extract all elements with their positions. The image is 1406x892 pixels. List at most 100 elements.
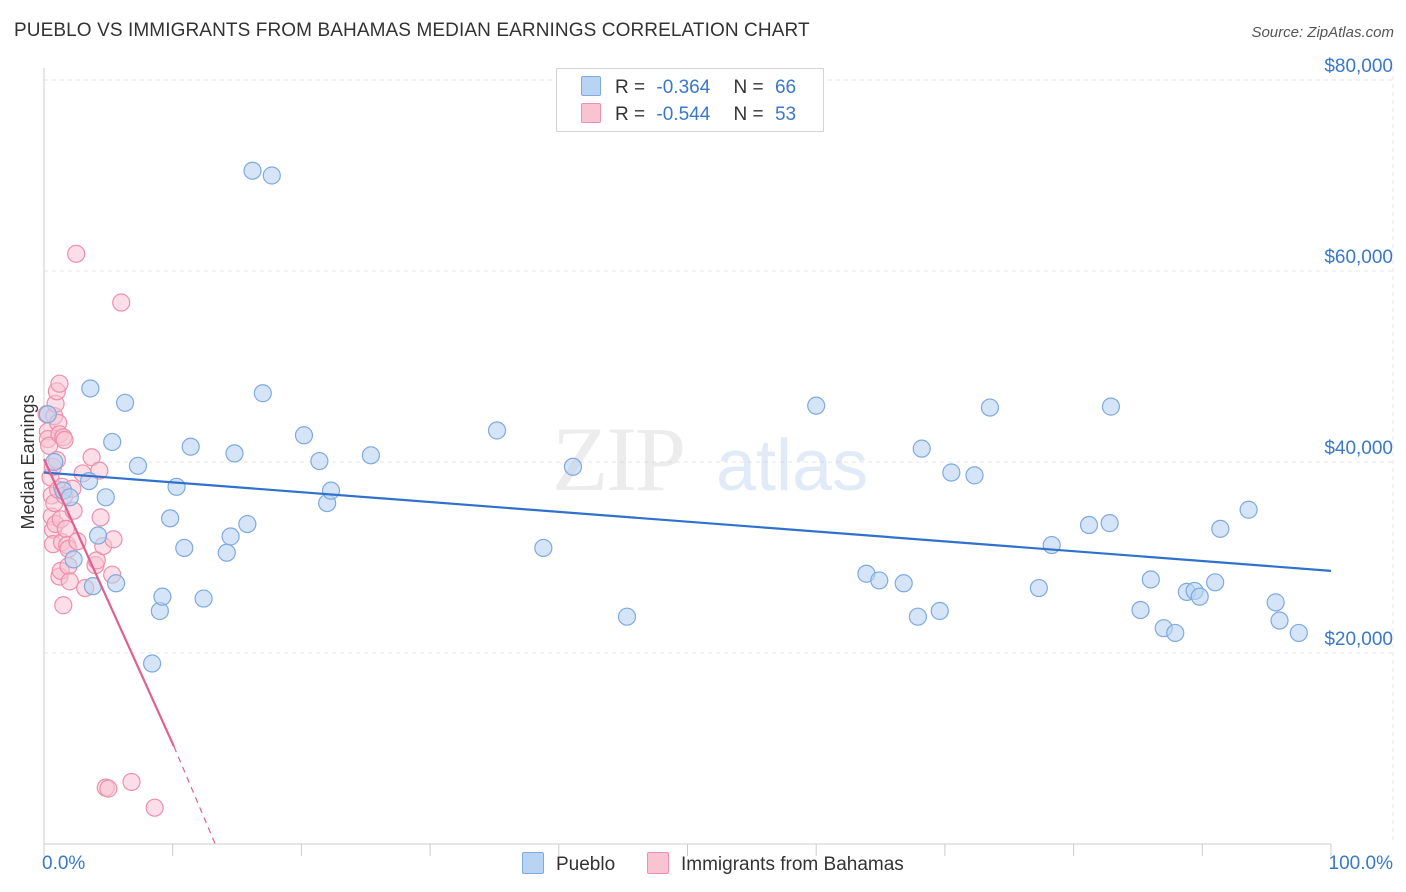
bahamas-point xyxy=(145,798,164,817)
pueblo-point xyxy=(965,466,984,485)
pueblo-points xyxy=(38,161,1308,673)
bahamas-point xyxy=(112,293,131,312)
pueblo-point xyxy=(175,538,194,558)
bahamas-r-value: -0.544 xyxy=(656,104,711,125)
pueblo-point xyxy=(1101,397,1121,416)
pueblo-point xyxy=(81,379,100,398)
pueblo-point xyxy=(238,514,257,534)
pueblo-point xyxy=(894,574,913,593)
pueblo-point xyxy=(181,437,200,456)
pueblo-point xyxy=(167,477,186,496)
bahamas-r-label: R = xyxy=(615,104,646,125)
pueblo-point xyxy=(1270,611,1289,630)
pueblo-point xyxy=(1211,519,1230,538)
pueblo-point xyxy=(1079,515,1099,535)
pueblo-point xyxy=(617,607,637,626)
pueblo-point xyxy=(310,451,329,471)
pueblo-point xyxy=(912,439,931,458)
bahamas-trend-line xyxy=(42,458,175,748)
bahamas-point xyxy=(104,530,123,549)
bottom-pueblo-swatch xyxy=(522,852,544,874)
pueblo-point xyxy=(487,421,507,440)
pueblo-r-label: R = xyxy=(615,77,646,98)
bottom-bahamas-label: Immigrants from Bahamas xyxy=(681,854,904,875)
pueblo-point xyxy=(942,463,961,482)
pueblo-point xyxy=(262,166,281,185)
pueblo-point xyxy=(361,446,380,465)
bottom-pueblo-label: Pueblo xyxy=(556,854,616,875)
pueblo-point xyxy=(96,488,115,507)
bahamas-point xyxy=(91,508,110,527)
pueblo-point xyxy=(243,161,262,180)
pueblo-point xyxy=(1100,514,1119,533)
pueblo-point xyxy=(1131,600,1150,620)
watermark: ZIP atlas xyxy=(552,408,868,510)
pueblo-trend-line xyxy=(43,471,1332,572)
pueblo-point xyxy=(980,398,1000,417)
pueblo-point xyxy=(534,538,553,558)
bahamas-point xyxy=(122,772,141,792)
pueblo-point xyxy=(88,526,108,545)
bahamas-point xyxy=(55,430,74,450)
pueblo-point xyxy=(38,405,57,424)
pueblo-point xyxy=(221,527,240,546)
pueblo-point xyxy=(106,574,126,593)
y-tick-label: $20,000 xyxy=(1324,629,1393,650)
pueblo-r-value: -0.364 xyxy=(656,77,711,98)
bahamas-point xyxy=(67,244,86,263)
pueblo-point xyxy=(908,607,927,626)
legend-row-pueblo: R = -0.364 N = 66 xyxy=(581,76,796,100)
bottom-legend-pueblo: Pueblo xyxy=(522,852,615,876)
pueblo-point xyxy=(870,571,889,590)
bahamas-point xyxy=(54,596,73,615)
pueblo-point xyxy=(217,543,236,562)
pueblo-point xyxy=(1206,573,1225,592)
pueblo-point xyxy=(1166,623,1185,643)
source-attribution: Source: ZipAtlas.com xyxy=(1251,24,1394,41)
pueblo-point xyxy=(1029,578,1048,598)
pueblo-point xyxy=(1141,570,1160,589)
pueblo-n-label: N = xyxy=(733,77,764,98)
pueblo-point xyxy=(115,393,135,412)
bahamas-point xyxy=(82,448,101,467)
pueblo-point xyxy=(161,509,180,528)
pueblo-point xyxy=(807,396,826,415)
correlation-legend: R = -0.364 N = 66 R = -0.544 N = 53 xyxy=(556,68,824,132)
bahamas-swatch xyxy=(581,103,601,123)
pueblo-point xyxy=(153,587,172,606)
bahamas-point xyxy=(60,572,79,591)
bottom-bahamas-swatch xyxy=(647,852,669,874)
pueblo-point xyxy=(253,384,272,403)
pueblo-point xyxy=(1266,593,1285,612)
pueblo-point xyxy=(194,589,213,608)
watermark-atlas: atlas xyxy=(716,426,868,506)
bahamas-point xyxy=(50,374,69,393)
bahamas-n-label: N = xyxy=(733,104,764,125)
bahamas-n-value: 53 xyxy=(774,104,797,125)
y-tick-label: $60,000 xyxy=(1324,247,1393,268)
pueblo-point xyxy=(1239,500,1258,519)
pueblo-point xyxy=(1289,623,1308,643)
bahamas-point xyxy=(99,779,118,798)
y-axis-title: Median Earnings xyxy=(18,394,38,529)
bottom-legend-bahamas: Immigrants from Bahamas xyxy=(647,852,904,876)
y-tick-label: $40,000 xyxy=(1324,438,1393,459)
pueblo-n-value: 66 xyxy=(774,77,797,98)
pueblo-point xyxy=(321,481,341,500)
bahamas-trend-extension xyxy=(173,746,216,845)
x-tick-label-max: 100.0% xyxy=(1329,853,1394,874)
chart-title: PUEBLO VS IMMIGRANTS FROM BAHAMAS MEDIAN… xyxy=(14,20,810,41)
pueblo-point xyxy=(143,654,162,673)
pueblo-point xyxy=(64,550,83,569)
pueblo-swatch xyxy=(581,76,601,96)
pueblo-point xyxy=(128,456,148,475)
pueblo-point xyxy=(225,444,244,463)
pueblo-point xyxy=(1190,587,1209,606)
trend-lines xyxy=(42,458,1332,845)
legend-row-bahamas: R = -0.544 N = 53 xyxy=(581,103,796,127)
pueblo-point xyxy=(294,426,314,445)
y-tick-label: $80,000 xyxy=(1324,56,1393,77)
axis-labels: $20,000 $40,000 $60,000 $80,000 0.0% 100.0% Me… xyxy=(18,56,1393,874)
x-tick-label-min: 0.0% xyxy=(42,853,85,874)
